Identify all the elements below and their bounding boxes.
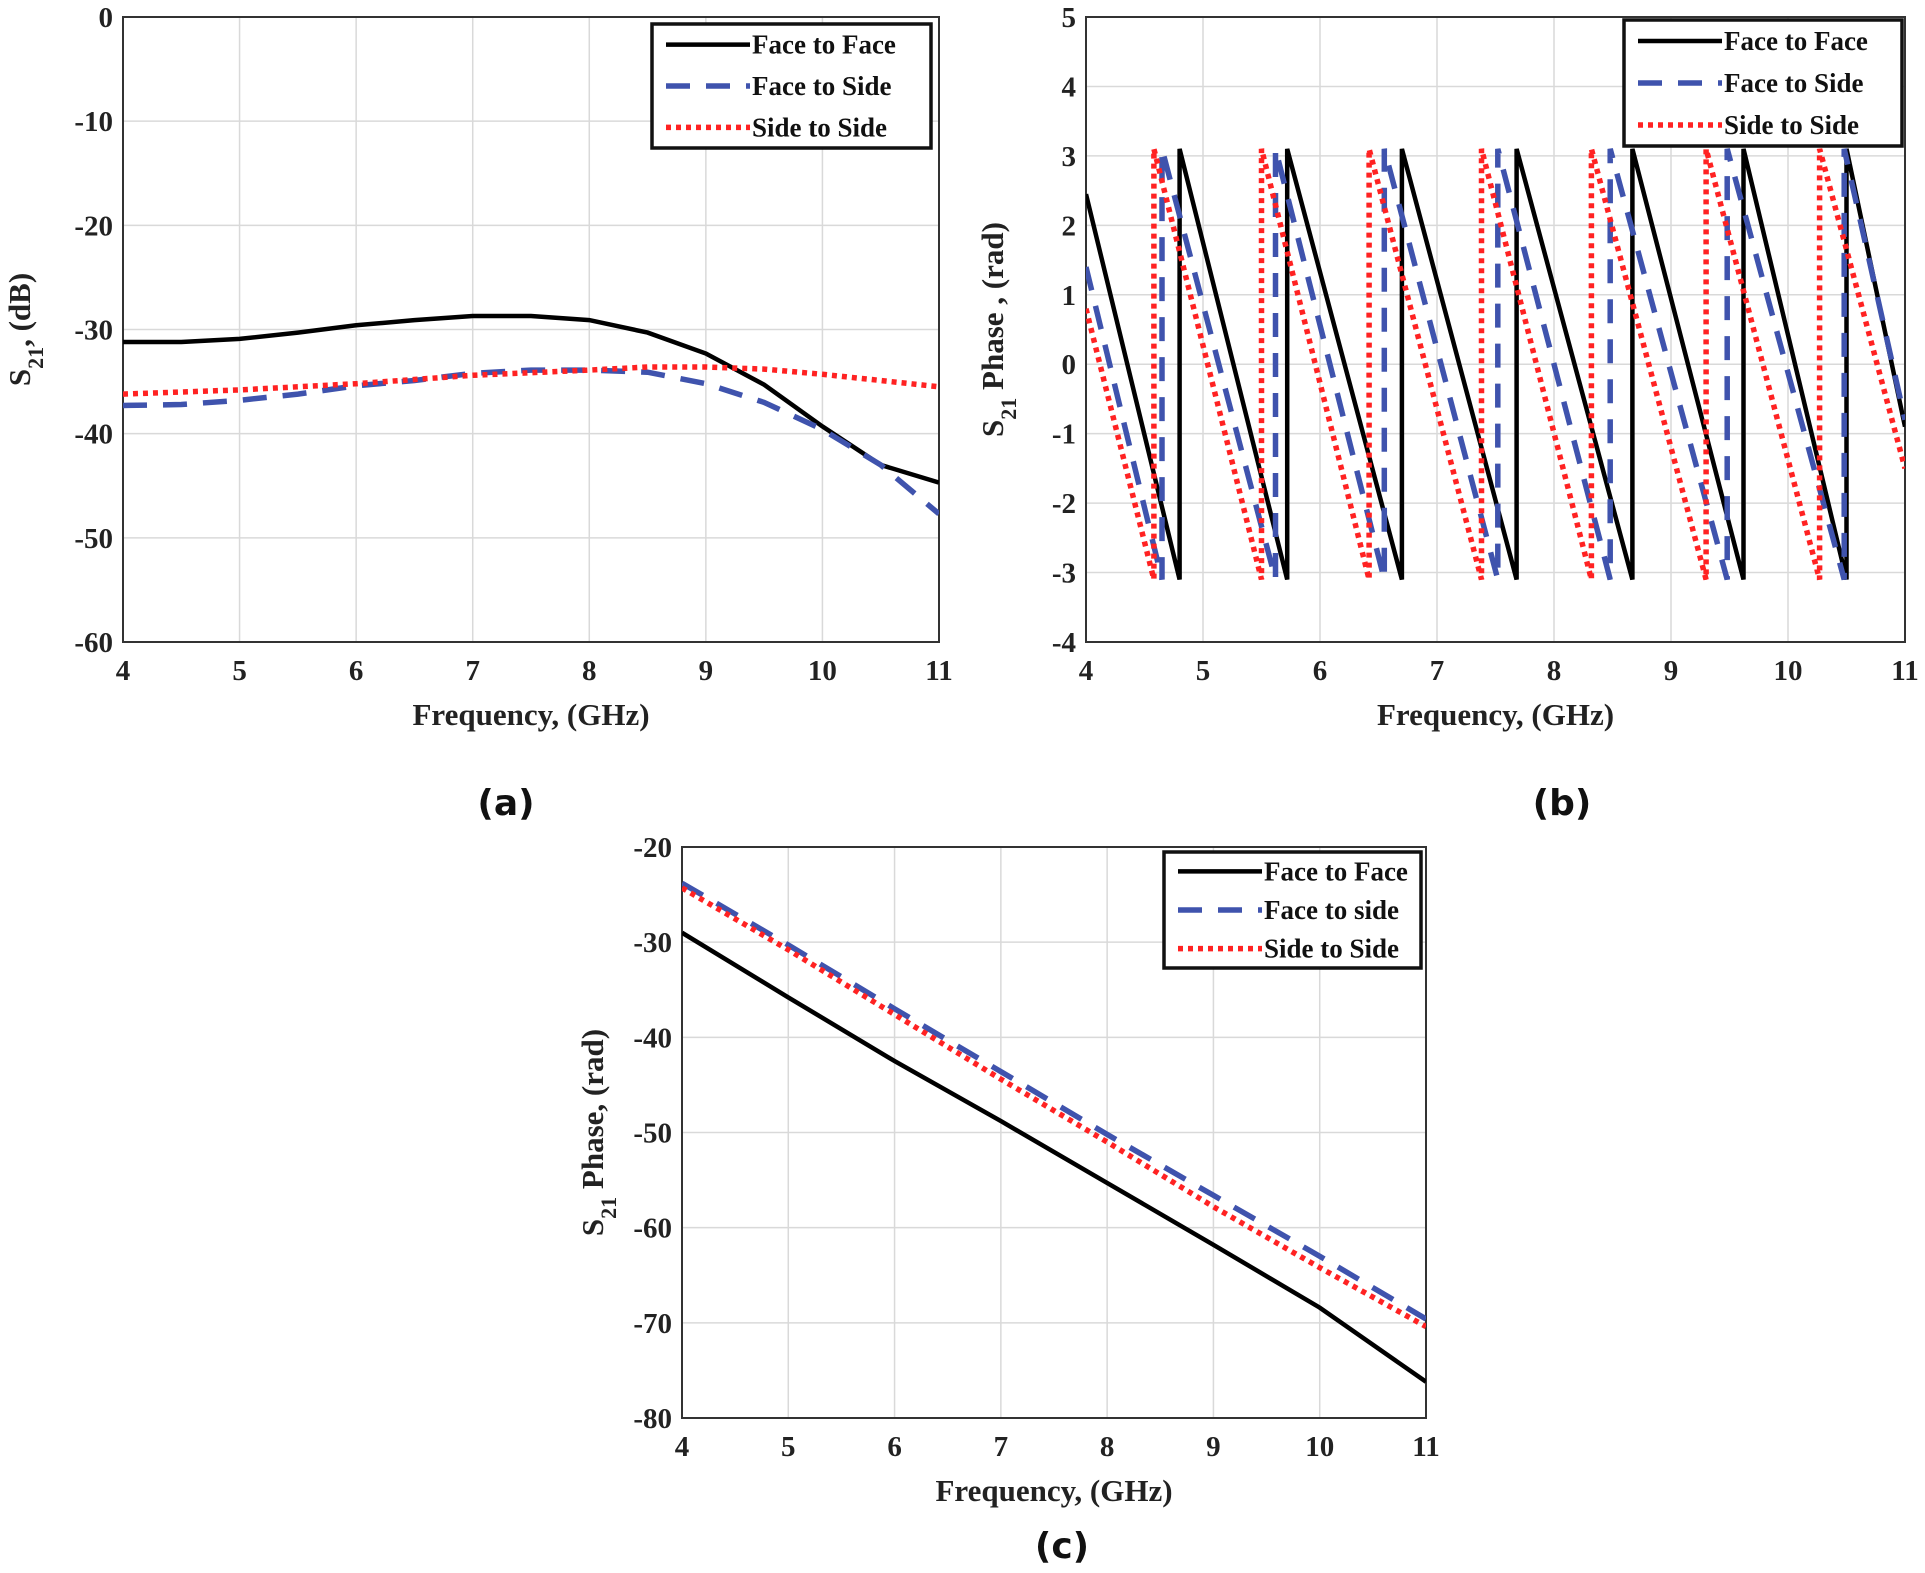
panel-label-a: (a) <box>477 783 534 824</box>
y-tick-label: -50 <box>633 1118 672 1150</box>
x-tick-label: 11 <box>925 655 952 687</box>
y-axis-label: S21, (dB) <box>2 273 48 386</box>
x-tick-label: 8 <box>1547 655 1562 687</box>
x-tick-label: 5 <box>781 1431 796 1463</box>
legend-label: Side to Side <box>1724 110 1859 140</box>
series-line-side-to-side <box>123 364 939 397</box>
legend-label: Face to Face <box>752 30 896 60</box>
x-tick-label: 5 <box>1196 655 1211 687</box>
x-tick-label: 8 <box>1100 1431 1115 1463</box>
y-tick-label: -30 <box>633 927 672 959</box>
y-tick-label: 2 <box>1062 210 1077 242</box>
y-tick-label: -40 <box>633 1022 672 1054</box>
panel-label-b: (b) <box>1533 783 1592 824</box>
y-tick-label: 0 <box>1062 349 1077 381</box>
y-tick-label: -30 <box>74 315 113 347</box>
x-axis-label: Frequency, (GHz) <box>935 1473 1172 1508</box>
legend-label: Side to Side <box>1264 934 1399 964</box>
y-tick-label: 5 <box>1062 2 1077 34</box>
legend-label: Face to Side <box>1724 68 1863 98</box>
y-axis-label-subscript: 21 <box>996 398 1021 420</box>
chart-a: 4 5 6 7 8 9 10 11 0 -10 -20 -30 -40 -50 -60 Frequency, … <box>2 2 953 732</box>
x-tick-label: 6 <box>1313 655 1328 687</box>
y-axis-label-subscript: 21 <box>23 347 48 369</box>
series-line-face-to-face <box>682 930 1426 1384</box>
y-tick-label: -20 <box>74 210 113 242</box>
y-axis-label-main: S <box>575 1219 610 1236</box>
x-tick-label: 7 <box>994 1431 1009 1463</box>
y-tick-label: -40 <box>74 419 113 451</box>
series-line-face-to-face <box>123 313 939 485</box>
y-axis-label-rest: Phase, (rad) <box>575 1029 610 1197</box>
legend-label: Face to Face <box>1264 856 1408 886</box>
y-tick-label: -1 <box>1052 419 1076 451</box>
y-axis-label-rest: , (dB) <box>2 273 37 347</box>
x-tick-label: 4 <box>116 655 131 687</box>
x-tick-label: 7 <box>1430 655 1445 687</box>
series-line-face-to-side <box>1086 148 1905 581</box>
x-tick-label: 5 <box>232 655 247 687</box>
x-tick-label: 4 <box>675 1431 690 1463</box>
series-line-face-to-side <box>682 880 1426 1322</box>
series-line-side-to-side <box>682 885 1426 1330</box>
legend-label: Face to Side <box>752 71 891 101</box>
legend: Face to Face Face to Side Side to Side <box>650 22 933 150</box>
chart-c: 4 5 6 7 8 9 10 11 -20 -30 -40 -50 -60 -70 -80 Frequency… <box>575 832 1440 1508</box>
y-axis-label-main: S <box>2 369 37 386</box>
y-tick-label: 3 <box>1062 141 1077 173</box>
y-tick-label: -70 <box>633 1308 672 1340</box>
panel-label-c: (c) <box>1035 1526 1089 1567</box>
legend: Face to Face Face to side Side to Side <box>1162 850 1423 970</box>
y-tick-label: -20 <box>633 832 672 864</box>
x-tick-label: 10 <box>1774 655 1803 687</box>
x-tick-label: 10 <box>808 655 837 687</box>
y-axis-label: S21 Phase , (rad) <box>975 222 1021 437</box>
series-line-face-to-face <box>1086 148 1905 581</box>
x-tick-label: 7 <box>465 655 480 687</box>
x-tick-label: 9 <box>1206 1431 1221 1463</box>
y-axis-label: S21 Phase, (rad) <box>575 1029 621 1236</box>
x-tick-label: 9 <box>1664 655 1679 687</box>
legend-label: Face to Face <box>1724 26 1868 56</box>
x-tick-label: 6 <box>349 655 364 687</box>
y-tick-label: 4 <box>1062 71 1077 103</box>
y-tick-label: 1 <box>1062 280 1077 312</box>
legend-label: Face to side <box>1264 895 1399 925</box>
y-tick-label: -4 <box>1052 627 1076 659</box>
y-axis-label-subscript: 21 <box>596 1197 621 1219</box>
x-tick-label: 9 <box>699 655 714 687</box>
series-line-face-to-side <box>123 367 939 517</box>
legend-label: Side to Side <box>752 112 887 142</box>
axes-frame <box>681 846 1427 1419</box>
y-tick-label: -80 <box>633 1403 672 1435</box>
y-tick-label: -50 <box>74 523 113 555</box>
x-tick-label: 4 <box>1079 655 1094 687</box>
x-tick-label: 6 <box>887 1431 902 1463</box>
x-axis-label: Frequency, (GHz) <box>412 697 649 732</box>
axes-frame <box>122 16 940 643</box>
x-axis-label: Frequency, (GHz) <box>1377 697 1614 732</box>
y-axis-label-main: S <box>975 420 1010 437</box>
x-tick-label: 11 <box>1891 655 1918 687</box>
y-tick-label: -60 <box>633 1213 672 1245</box>
axes-frame <box>1085 16 1906 643</box>
x-tick-label: 11 <box>1412 1431 1439 1463</box>
series-line-side-to-side <box>1086 148 1905 581</box>
y-tick-label: -2 <box>1052 488 1076 520</box>
legend: Face to Face Face to Side Side to Side <box>1622 18 1904 148</box>
y-tick-label: -60 <box>74 627 113 659</box>
x-tick-label: 8 <box>582 655 597 687</box>
y-axis-label-rest: Phase , (rad) <box>975 222 1010 398</box>
x-tick-label: 10 <box>1305 1431 1334 1463</box>
y-tick-label: 0 <box>99 2 114 34</box>
y-tick-label: -3 <box>1052 558 1076 590</box>
y-tick-label: -10 <box>74 106 113 138</box>
